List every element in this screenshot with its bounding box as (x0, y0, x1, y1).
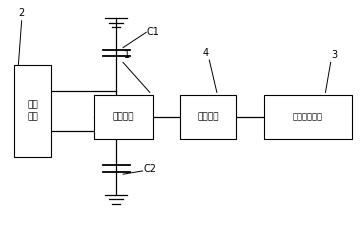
Bar (14, 65, 51, 157)
Bar (94, 95, 153, 139)
Text: 晶振电路: 晶振电路 (113, 112, 134, 121)
Bar (264, 95, 352, 139)
Text: 4: 4 (203, 48, 209, 58)
Text: 驱动
电路: 驱动 电路 (27, 100, 38, 122)
Text: 2: 2 (18, 9, 25, 18)
Text: C2: C2 (143, 164, 156, 174)
Text: 1: 1 (123, 50, 130, 60)
Text: C1: C1 (147, 27, 160, 37)
Text: 3: 3 (331, 50, 337, 60)
Bar (180, 95, 236, 139)
Text: 降噪电路: 降噪电路 (198, 112, 219, 121)
Text: 数字补偿电路: 数字补偿电路 (293, 112, 323, 121)
